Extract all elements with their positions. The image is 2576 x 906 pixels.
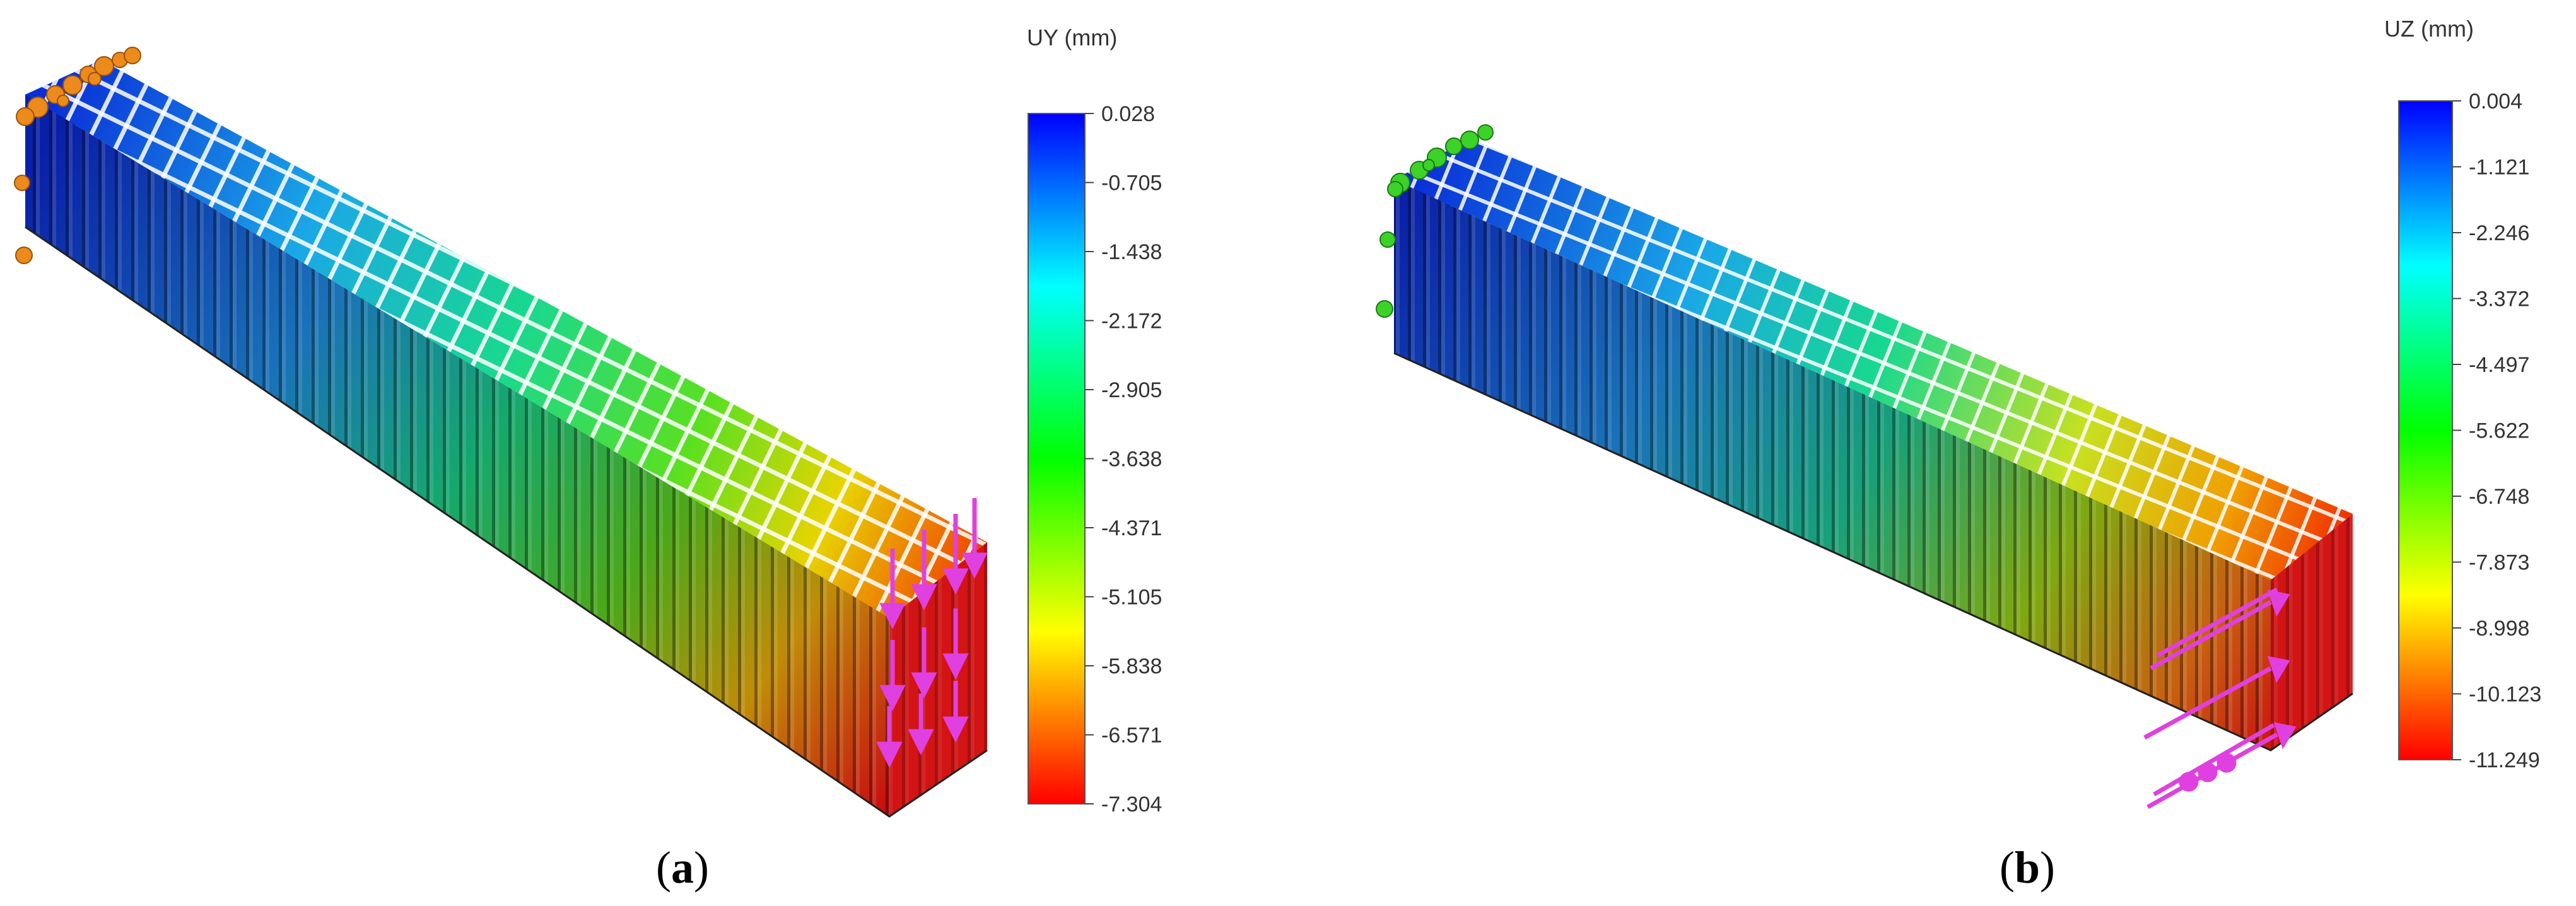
load-arrows-b — [2143, 587, 2297, 810]
colorbar-title-a: UY (mm) — [1027, 25, 1117, 50]
colorbar-tick-label: -6.571 — [1101, 724, 1162, 748]
colorbar-tick-label: -6.748 — [2469, 485, 2529, 509]
colorbar-ticks-a: 0.028 -0.705 -1.438 -2.172 -2.905 -3.638 -4.37… — [1085, 102, 1162, 816]
colorbar-b — [2398, 100, 2453, 760]
caption-a-label: a — [671, 842, 694, 893]
colorbar-tick-label: -2.246 — [2469, 221, 2529, 245]
colorbar-tick-label: 0.028 — [1101, 102, 1155, 126]
colorbar-tick-label: -4.371 — [1101, 516, 1162, 540]
colorbar-tick-label: -4.497 — [2469, 353, 2529, 377]
colorbar-ticks-b: 0.004 -1.121 -2.246 -3.372 -4.497 -5.622 -6.74… — [2452, 90, 2541, 772]
colorbar-a — [1027, 113, 1086, 804]
caption-a: (a) — [656, 842, 709, 893]
colorbar-tick-label: -2.905 — [1101, 378, 1162, 402]
colorbar-tick-label: 0.004 — [2469, 90, 2522, 113]
caption-b: (b) — [1999, 842, 2055, 893]
colorbar-tick-label: -11.249 — [2469, 748, 2540, 772]
colorbar-tick-label: -1.121 — [2469, 156, 2529, 180]
colorbar-tick-label: -3.638 — [1101, 448, 1162, 472]
colorbar-title-b: UZ (mm) — [2384, 16, 2474, 42]
colorbar-tick-label: -8.998 — [2469, 617, 2529, 641]
panel-a: UY (mm) 0.028 -0.705 -1.438 -2.172 -2.905 -3.… — [14, 25, 1162, 893]
colorbar-tick-label: -5.105 — [1101, 586, 1162, 610]
fixture-marker-group-b — [1376, 124, 1494, 318]
fixture-marker-group-a — [14, 47, 141, 264]
colorbar-tick-label: -1.438 — [1101, 240, 1162, 264]
colorbar-tick-label: -7.873 — [2469, 551, 2529, 575]
colorbar-tick-label: -10.123 — [2469, 683, 2541, 707]
colorbar-tick-label: -0.705 — [1101, 171, 1162, 195]
colorbar-tick-label: -2.172 — [1101, 310, 1162, 334]
caption-b-label: b — [2015, 842, 2040, 893]
load-arrows-a — [876, 498, 988, 768]
colorbar-tick-label: -5.622 — [2469, 419, 2529, 443]
colorbar-tick-label: -7.304 — [1101, 793, 1162, 816]
colorbar-tick-label: -3.372 — [2469, 287, 2529, 311]
colorbar-tick-label: -5.838 — [1101, 654, 1162, 678]
panel-b: UZ (mm) 0.004 -1.121 -2.246 -3.372 -4.497 -5.… — [1376, 16, 2541, 893]
